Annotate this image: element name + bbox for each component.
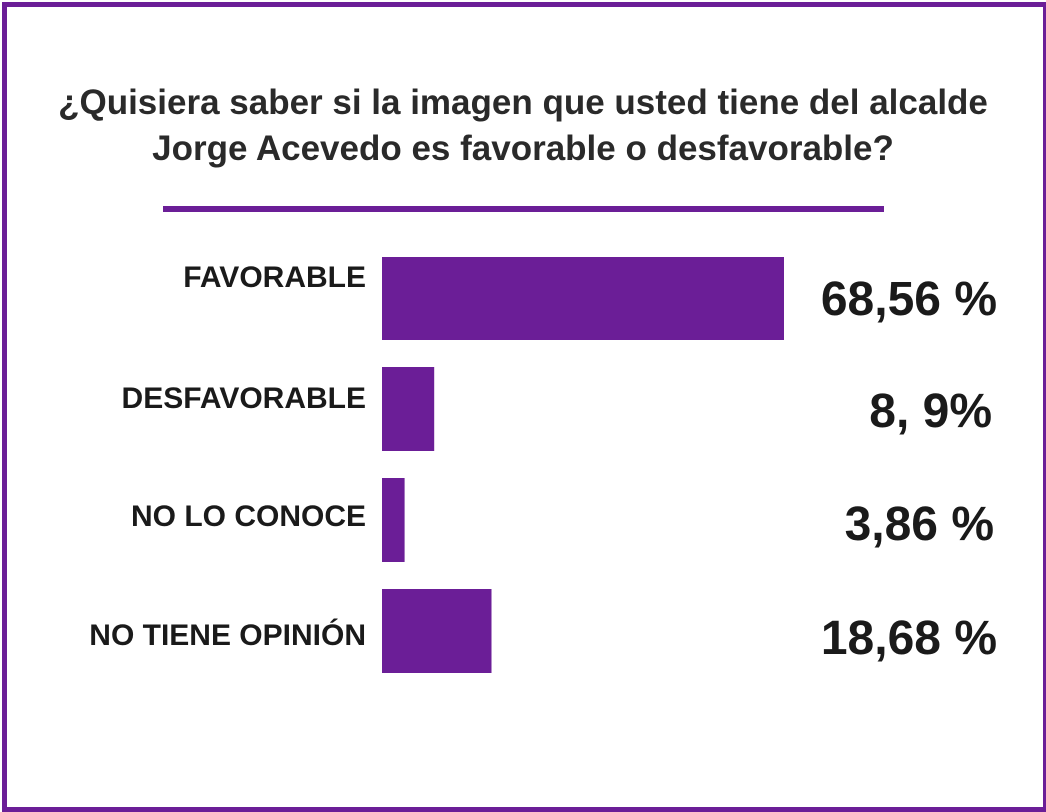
- category-label-favorable: FAVORABLE: [183, 261, 366, 294]
- category-label-no-tiene-opinion: NO TIENE OPINIÓN: [89, 618, 366, 652]
- title-divider: [163, 206, 884, 212]
- value-label-no-lo-conoce: 3,86 %: [845, 498, 994, 551]
- category-label-desfavorable: DESFAVORABLE: [122, 382, 366, 415]
- value-label-favorable: 68,56 %: [821, 273, 997, 326]
- bar-desfavorable: [382, 367, 435, 451]
- category-label-no-lo-conoce: NO LO CONOCE: [131, 500, 366, 533]
- value-label-desfavorable: 8, 9%: [869, 385, 992, 438]
- bar-no-lo-conoce: [382, 478, 405, 562]
- chart-title: ¿Quisiera saber si la imagen que usted t…: [58, 83, 988, 168]
- bar-no-tiene-opinion: [382, 589, 492, 673]
- bar-favorable: [382, 257, 784, 340]
- value-label-no-tiene-opinion: 18,68 %: [821, 612, 997, 665]
